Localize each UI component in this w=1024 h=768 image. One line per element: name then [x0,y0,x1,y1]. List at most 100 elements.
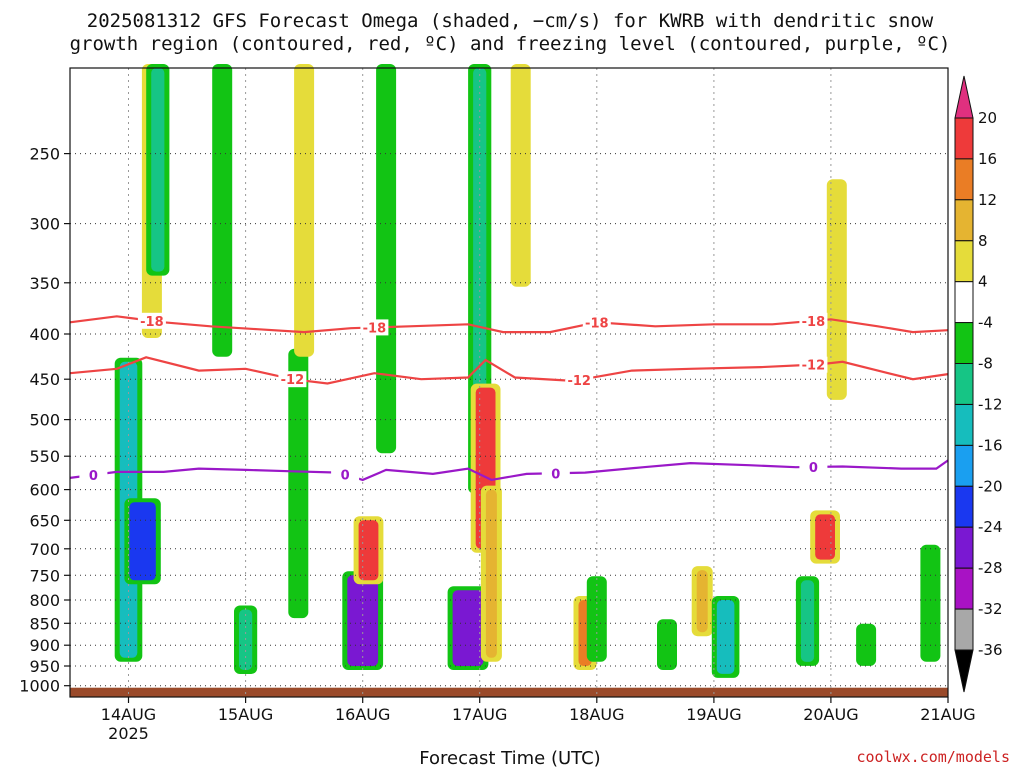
omega-cell-24 [861,627,872,662]
omega-cell-15 [515,68,526,283]
contour-label-bg-2-2 [541,465,570,482]
contour-label-bg-0-2 [582,314,611,331]
colorbar-bin-12 [954,608,974,651]
colorbar-label-10: -24 [978,518,1003,536]
colorbar-bin-5 [954,322,974,365]
colorbar-bin-0 [954,117,974,160]
colorbar-bin-8 [954,444,974,487]
y-tick-label-250: 250 [29,145,60,164]
y-tick-label-450: 450 [29,370,60,389]
time-axis: 14AUG 15AUG 16AUG 17AUG 18AUG 19AUG 20AUG 21AUG [101,697,976,724]
y-tick-label-850: 850 [29,614,60,633]
omega-cell-20 [716,600,735,674]
y-tick-label-400: 400 [29,325,60,344]
omega-cell-17 [591,580,602,658]
x-axis-year-label: 2025 [108,724,149,743]
ground-fill [70,687,948,697]
colorbar-bin-11 [954,567,974,610]
colorbar-bin-1 [954,158,974,201]
x-tick-label-21AUG: 21AUG [920,705,975,724]
y-tick-label-700: 700 [29,540,60,559]
y-tick-label-500: 500 [29,411,60,430]
pressure-axis: 250 300 350 400 450 500 550 600 650 700 750 800 850 9… [19,145,70,696]
y-tick-label-750: 750 [29,566,60,585]
contour-label-bg-0-1 [360,319,389,336]
y-tick-label-800: 800 [29,591,60,610]
contour-label-bg-0-0 [137,312,166,329]
chart-title-line-1: 2025081312 GFS Forecast Omega (shaded, −… [87,10,934,32]
y-tick-label-900: 900 [29,636,60,655]
omega-cell-1 [129,502,156,581]
x-tick-label-18AUG: 18AUG [569,705,624,724]
colorbar-legend: 20 16 12 8 4 -4 -8 -12 -16 -20 -24 -28 -32 -36 [954,75,1003,693]
y-tick-label-1000: 1000 [19,677,60,696]
omega-cell-11 [452,590,484,666]
omega-cell-4 [217,68,228,353]
colorbar-bin-6 [954,363,974,405]
contour-label-2-0: 0 [89,469,98,484]
omega-cell-10 [381,68,392,450]
contour-label-0-0: -18 [140,315,164,330]
contour-label-bg-2-1 [331,466,360,483]
omega-cell-3 [151,68,165,272]
omega-cell-6 [293,352,304,615]
x-tick-label-20AUG: 20AUG [803,705,858,724]
colorbar-bin-10 [954,526,974,569]
y-tick-label-950: 950 [29,657,60,676]
contour-label-bg-0-3 [799,312,828,329]
colorbar-label-12: -32 [978,600,1003,618]
contour-label-0-2: -18 [585,316,609,331]
colorbar-label-11: -28 [978,559,1003,577]
x-axis-title: Forecast Time (UTC) [419,748,600,768]
contour-label-1-2: -12 [802,359,826,374]
y-tick-label-550: 550 [29,447,60,466]
y-tick-label-600: 600 [29,481,60,500]
contour-label-2-2: 0 [551,467,560,482]
omega-cell-14 [485,489,497,658]
x-tick-label-17AUG: 17AUG [452,705,507,724]
colorbar-label-3: 8 [978,232,988,250]
contour-label-1-0: -12 [281,373,305,388]
contour-label-2-1: 0 [341,468,350,483]
colorbar-bin-7 [954,404,974,446]
contour-label-0-1: -18 [363,321,387,336]
omega-cell-21 [800,580,815,662]
colorbar-label-6: -8 [978,355,993,373]
colorbar-label-0: 20 [978,109,997,127]
contour-label-bg-2-0 [79,466,108,483]
ground-below-surface [70,687,948,697]
y-tick-label-300: 300 [29,215,60,234]
colorbar-label-7: -12 [978,396,1003,414]
colorbar-label-4: 4 [978,273,988,291]
omega-cell-7 [299,68,310,353]
colorbar-label-1: 16 [978,150,997,168]
colorbar-label-5: -4 [978,314,993,332]
contour-label-1-1: -12 [567,374,591,389]
omega-cell-23 [831,183,842,396]
contour-label-bg-1-2 [799,356,828,373]
omega-cell-19 [696,570,708,633]
contour-line-0 [69,315,949,334]
colorbar-label-13: -36 [978,641,1003,659]
colorbar-bin-3 [954,240,974,283]
colorbar-label-2: 12 [978,191,997,209]
omega-cell-9 [358,520,379,581]
omega-cell-18 [662,623,672,666]
plot-frame [69,67,949,698]
contour-label-2-3: 0 [809,461,818,476]
contour-label-bg-1-0 [278,371,307,388]
omega-cell-22 [815,514,835,560]
omega-cell-25 [925,548,936,658]
x-tick-label-15AUG: 15AUG [218,705,273,724]
contour-label-bg-1-1 [565,371,594,388]
x-tick-label-16AUG: 16AUG [335,705,390,724]
colorbar-bottom-arrow [954,649,974,693]
colorbar-label-8: -16 [978,436,1003,454]
colorbar-bin-2 [954,199,974,242]
x-tick-label-19AUG: 19AUG [686,705,741,724]
colorbar-bin-4 [954,281,974,324]
colorbar-bin-9 [954,485,974,528]
contour-label-0-3: -18 [802,315,826,330]
chart-title-line-2: growth region (contoured, red, ºC) and f… [70,33,951,55]
